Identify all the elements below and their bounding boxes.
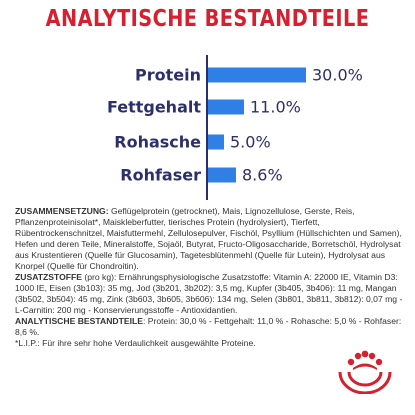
composition-text-block: ZUSAMMENSETZUNG: Geflügelprotein (getroc…: [15, 206, 410, 349]
royal-canin-crown-logo-icon: [338, 350, 392, 394]
chart-row: Fettgehalt 11.0%: [0, 92, 415, 122]
logo-crown-dot: [354, 352, 362, 360]
category-label: Protein: [135, 65, 201, 85]
analytical-heading: ANALYTISCHE BESTANDTEILE: [15, 316, 143, 326]
bar: [208, 134, 224, 150]
additives-paragraph: ZUSATZSTOFFE (pro kg): Ernährungsphysiol…: [15, 272, 410, 316]
logo-crown-dot: [368, 352, 376, 360]
analytical-constituents-chart: Protein 30.0% Fettgehalt 11.0% Rohasche 5.0% R…: [0, 0, 415, 200]
category-label: Rohfaser: [120, 165, 201, 185]
analytical-paragraph: ANALYTISCHE BESTANDTEILE: Protein: 30,0 …: [15, 316, 410, 338]
chart-row: Rohfaser 8.6%: [0, 160, 415, 190]
composition-heading: ZUSAMMENSETZUNG:: [15, 206, 109, 216]
additives-text: (pro kg): Ernährungsphysiologische Zusat…: [15, 272, 403, 315]
analytical-text: : Protein: 30,0 % - Fettgehalt: 11,0 % -…: [15, 316, 402, 337]
value-label: 8.6%: [242, 165, 283, 185]
value-label: 11.0%: [250, 97, 301, 117]
logo-crown-arc: [353, 363, 377, 370]
value-label: 30.0%: [312, 65, 363, 85]
additives-heading: ZUSATZSTOFFE: [15, 272, 82, 282]
chart-row: Rohasche 5.0%: [0, 127, 415, 157]
bar: [208, 167, 236, 183]
category-label: Fettgehalt: [106, 97, 201, 117]
logo-crown-dot: [375, 358, 383, 366]
chart-axis-line: [206, 55, 208, 200]
chart-row: Protein 30.0%: [0, 60, 415, 90]
category-label: Rohasche: [114, 132, 201, 152]
composition-text: Geflügelprotein (getrocknet), Mais, Lign…: [15, 206, 402, 271]
bar: [208, 67, 306, 83]
logo-outer-ring: [338, 371, 392, 394]
bar: [208, 99, 244, 115]
composition-paragraph: ZUSAMMENSETZUNG: Geflügelprotein (getroc…: [15, 206, 410, 272]
page-title: ANALYTISCHE BESTANDTEILE: [45, 6, 370, 32]
logo-crown-dot: [347, 358, 355, 366]
lip-footnote: *L.I.P.: Für ihre sehr hohe Verdaulichke…: [15, 338, 256, 348]
logo-inner-ring: [347, 371, 383, 387]
logo-crown-dot: [361, 350, 369, 358]
value-label: 5.0%: [230, 132, 271, 152]
